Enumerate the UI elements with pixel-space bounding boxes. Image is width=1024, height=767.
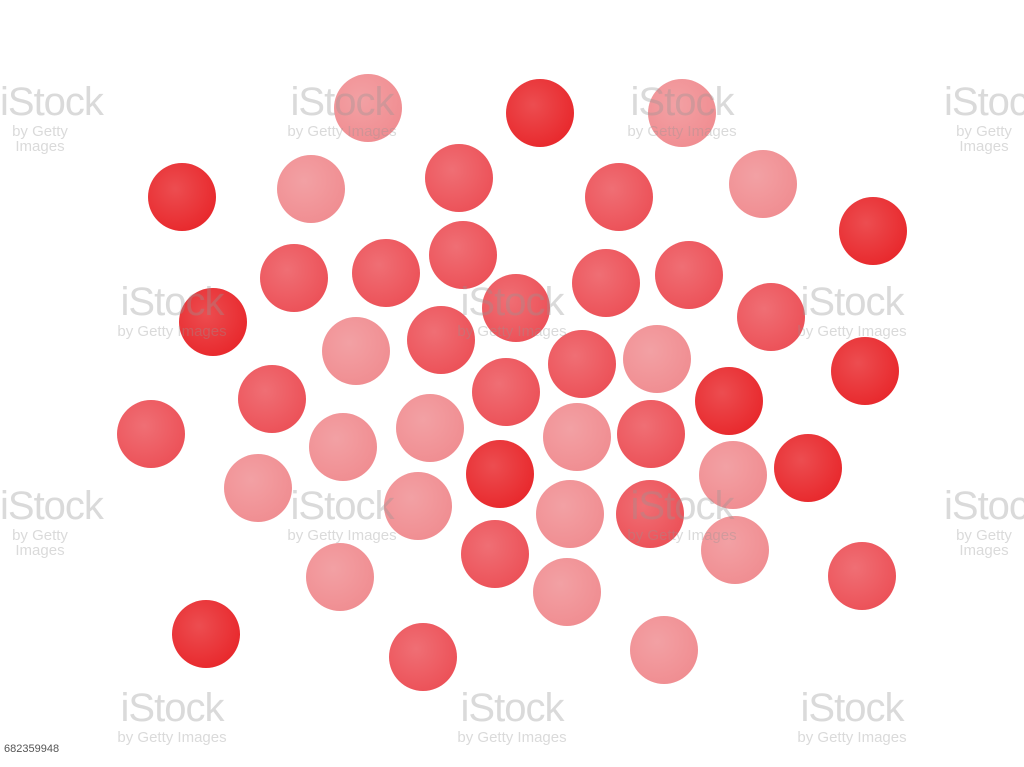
watercolor-dot	[461, 520, 529, 588]
watercolor-dot	[306, 543, 374, 611]
watercolor-dot	[322, 317, 390, 385]
watercolor-dot	[630, 616, 698, 684]
watercolor-dot	[828, 542, 896, 610]
watercolor-dot	[548, 330, 616, 398]
watercolor-dot	[466, 440, 534, 508]
watercolor-dot	[695, 367, 763, 435]
watercolor-dot	[616, 480, 684, 548]
watercolor-dot	[729, 150, 797, 218]
watercolor-dot	[543, 403, 611, 471]
watercolor-dot	[701, 516, 769, 584]
watercolor-dot	[384, 472, 452, 540]
watercolor-dot	[334, 74, 402, 142]
watercolor-dot	[699, 441, 767, 509]
watercolor-dot	[260, 244, 328, 312]
dots-group	[117, 74, 907, 691]
watercolor-dot	[238, 365, 306, 433]
watercolor-dot	[536, 480, 604, 548]
watercolor-dot	[429, 221, 497, 289]
watercolor-dot	[277, 155, 345, 223]
watercolor-dot	[224, 454, 292, 522]
watercolor-dot	[737, 283, 805, 351]
watercolor-dot	[472, 358, 540, 426]
watercolor-dot	[179, 288, 247, 356]
watercolor-dot	[572, 249, 640, 317]
watercolor-dot	[585, 163, 653, 231]
watercolor-dot	[623, 325, 691, 393]
watercolor-dot	[533, 558, 601, 626]
watercolor-dot	[172, 600, 240, 668]
watercolor-dot	[648, 79, 716, 147]
watercolor-dot	[389, 623, 457, 691]
watercolor-dot	[774, 434, 842, 502]
watercolor-dot	[655, 241, 723, 309]
watercolor-dot	[148, 163, 216, 231]
watercolor-dot	[831, 337, 899, 405]
image-id-label: 682359948	[0, 741, 88, 757]
watercolor-dot	[482, 274, 550, 342]
watercolor-dot	[425, 144, 493, 212]
watercolor-dot	[396, 394, 464, 462]
watercolor-dot	[352, 239, 420, 307]
watercolor-dot	[506, 79, 574, 147]
watercolor-dot	[407, 306, 475, 374]
watercolor-dot	[309, 413, 377, 481]
watercolor-dot	[117, 400, 185, 468]
watercolor-dot	[617, 400, 685, 468]
watercolor-dot	[839, 197, 907, 265]
